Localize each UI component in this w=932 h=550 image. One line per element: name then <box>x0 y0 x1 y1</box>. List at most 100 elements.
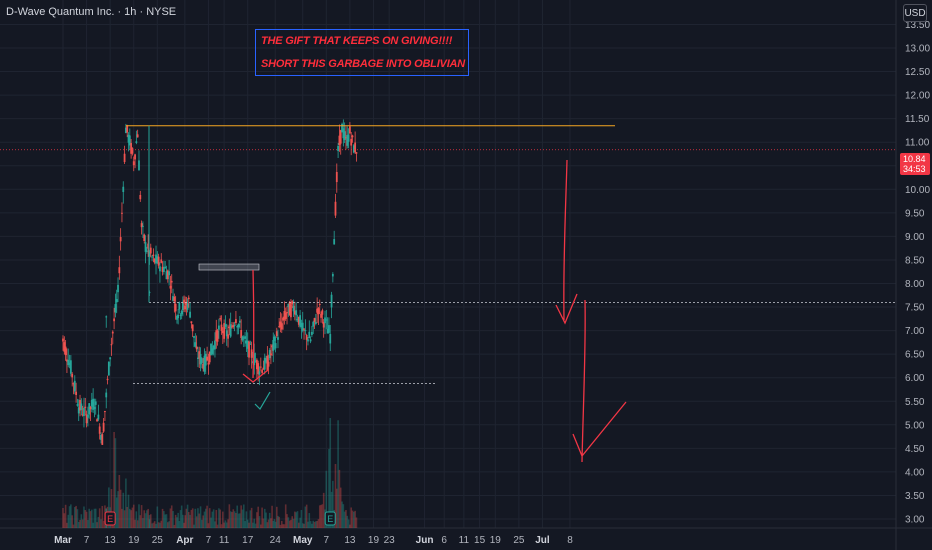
volume-bar <box>294 511 296 528</box>
candle-body <box>227 334 229 339</box>
candle-body <box>156 256 159 264</box>
candle-body <box>351 135 354 138</box>
candle-body <box>83 407 85 417</box>
x-tick-label: 13 <box>105 535 117 546</box>
candle-body <box>297 316 300 325</box>
volume-bar <box>349 524 351 528</box>
volume-bar <box>186 504 189 528</box>
currency-button[interactable]: USD <box>903 4 927 22</box>
x-tick-label: 13 <box>344 535 356 546</box>
volume-bar <box>215 509 218 528</box>
candle-body <box>126 125 129 133</box>
volume-bar <box>174 514 177 528</box>
candle-body <box>79 400 81 411</box>
candle-body <box>93 406 96 410</box>
candle-body <box>187 297 190 300</box>
volume-bar <box>138 504 140 528</box>
down-arrow-drawing-icon[interactable] <box>572 299 627 463</box>
volume-bar <box>296 511 299 528</box>
candle-body <box>312 321 315 327</box>
y-tick-label: 10.00 <box>905 185 930 196</box>
x-tick-label: 7 <box>324 535 330 546</box>
candle-body <box>62 338 64 342</box>
volume-bar <box>148 519 151 528</box>
candle-body <box>244 336 246 339</box>
down-arrow-drawing-icon[interactable] <box>555 159 578 325</box>
candle-body <box>212 345 215 350</box>
consolidation-box[interactable] <box>198 263 260 271</box>
candle-body <box>204 353 207 366</box>
volume-bar <box>130 510 132 528</box>
volume-bar <box>67 514 70 528</box>
volume-bar <box>118 474 121 528</box>
volume-bar <box>93 508 96 528</box>
volume-bar <box>275 506 278 528</box>
earnings-marker-icon[interactable] <box>104 511 116 526</box>
candle-body <box>341 123 343 133</box>
candle-body <box>139 194 142 200</box>
candle-body <box>207 362 210 365</box>
candle-body <box>185 302 188 306</box>
volume-bar <box>197 508 199 528</box>
candle-body <box>299 315 302 327</box>
symbol-title[interactable]: D-Wave Quantum Inc. · 1h · NYSE <box>6 6 177 18</box>
candle-body <box>115 298 118 303</box>
annotation-box[interactable]: THE GIFT THAT KEEPS ON GIVING!!!! SHORT … <box>255 29 469 76</box>
volume-bar <box>179 510 182 528</box>
volume-bar <box>216 524 219 528</box>
volume-bar <box>299 517 301 528</box>
candle-body <box>143 234 146 241</box>
volume-bar <box>262 518 265 528</box>
candle-body <box>155 254 157 264</box>
candle-body <box>224 324 227 327</box>
candle-body <box>149 247 152 254</box>
check-mark-icon[interactable] <box>254 391 271 410</box>
x-tick-label: 7 <box>84 535 90 546</box>
candle-body <box>170 280 173 283</box>
volume-bar <box>199 506 202 528</box>
candle-body <box>254 360 257 362</box>
volume-bar <box>268 512 271 528</box>
volume-bar <box>160 520 163 528</box>
candle-body <box>92 398 95 410</box>
candle-body <box>343 131 346 140</box>
volume-bar <box>337 420 339 528</box>
candle-body <box>350 138 353 146</box>
volume-bar <box>236 505 239 528</box>
down-arrow-drawing-icon[interactable] <box>242 269 269 383</box>
candle-body <box>221 330 224 334</box>
volume-bar <box>132 504 135 528</box>
candle-body <box>331 273 334 277</box>
volume-bar <box>62 507 64 528</box>
candle-body <box>111 331 114 334</box>
y-tick-label: 4.00 <box>905 467 925 478</box>
volume-bar <box>284 504 287 528</box>
candle-body <box>342 128 345 139</box>
volume-bar <box>244 521 246 528</box>
candle-body <box>330 294 333 308</box>
volume-bar <box>261 507 263 528</box>
volume-bar <box>155 523 157 528</box>
volume-bar <box>346 515 349 528</box>
volume-bar <box>178 520 181 528</box>
volume-bar <box>101 505 104 528</box>
volume-bar <box>279 524 282 528</box>
earnings-marker-icon[interactable] <box>324 511 336 526</box>
price-axis[interactable] <box>896 0 932 550</box>
volume-bar <box>237 513 240 528</box>
volume-bar <box>81 519 84 528</box>
candle-body <box>333 239 336 245</box>
volume-bar <box>290 519 292 528</box>
candle-body <box>271 345 273 348</box>
x-tick-label: 15 <box>474 535 486 546</box>
candle-body <box>257 363 260 375</box>
volume-bar <box>248 522 250 528</box>
volume-bar <box>320 504 322 528</box>
volume-bar <box>193 524 195 528</box>
candle-body <box>242 337 245 339</box>
candle-body <box>263 357 266 370</box>
volume-bar <box>159 522 161 528</box>
volume-bar <box>135 511 138 528</box>
